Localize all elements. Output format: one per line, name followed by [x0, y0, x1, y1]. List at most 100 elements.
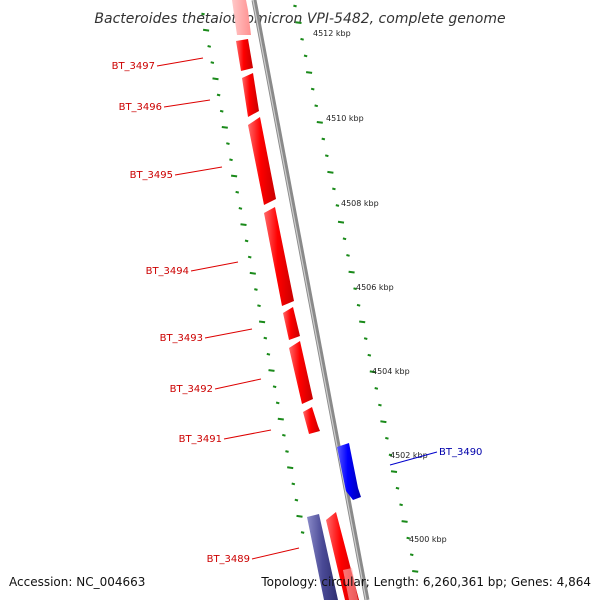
- gene-label-bt3490[interactable]: BT_3490: [439, 447, 482, 458]
- gc-dash: [210, 61, 215, 64]
- gene-label-bt3493[interactable]: BT_3493: [160, 333, 203, 344]
- gc-dash: [406, 536, 411, 540]
- tick-label: 4512 kbp: [313, 29, 351, 38]
- gc-dash: [335, 204, 340, 207]
- gene-label-bt3492[interactable]: BT_3492: [170, 384, 213, 395]
- gc-dash: [367, 353, 372, 357]
- gene-label-bt3495[interactable]: BT_3495: [130, 170, 173, 181]
- gc-track-right: [293, 4, 419, 573]
- gc-dash: [254, 288, 258, 291]
- gc-dash: [272, 385, 277, 389]
- topology-text: Topology: circular; Length: 6,260,361 bp…: [260, 575, 591, 589]
- gc-dash: [207, 45, 212, 48]
- gc-dash: [342, 237, 347, 241]
- gc-dash: [412, 570, 419, 573]
- gc-dash: [291, 482, 296, 486]
- tick-label: 4504 kbp: [372, 367, 410, 376]
- gc-dash: [295, 21, 302, 24]
- gc-dash: [395, 486, 400, 490]
- gc-dash: [226, 142, 230, 145]
- gene-feature-bt3492: [289, 341, 313, 404]
- gc-dash: [314, 104, 319, 108]
- gc-dash: [258, 320, 266, 324]
- gc-dash: [363, 337, 368, 340]
- gc-dash: [385, 436, 389, 440]
- gc-dash: [401, 520, 408, 523]
- gc-dash: [399, 503, 403, 507]
- gene-feature-bt3494: [264, 207, 294, 306]
- gc-dash: [305, 71, 313, 74]
- gene-label-bt3494[interactable]: BT_3494: [146, 266, 189, 277]
- tick-label: 4506 kbp: [356, 283, 394, 292]
- genome-backbone-highlight: [252, 0, 367, 600]
- gene-feature-reverse-partial: [307, 514, 338, 600]
- gc-dash: [327, 170, 334, 174]
- gc-dash: [324, 154, 329, 158]
- gc-dash: [201, 12, 205, 16]
- genome-backbone: [251, 0, 370, 600]
- gc-dash: [216, 93, 221, 97]
- gc-dash: [263, 336, 268, 340]
- gene-feature-bt3490: [337, 443, 361, 500]
- gc-dash: [390, 470, 398, 473]
- gc-dash: [212, 77, 219, 81]
- tick-label: 4500 kbp: [409, 535, 447, 544]
- gc-dash: [388, 453, 393, 457]
- gene-label-bt3496[interactable]: BT_3496: [119, 102, 162, 113]
- gc-dash: [348, 270, 355, 274]
- gc-dash: [235, 190, 240, 194]
- gc-dash: [247, 255, 252, 259]
- gc-dash: [409, 553, 414, 557]
- gc-dash: [332, 187, 336, 191]
- tick-label: 4510 kbp: [326, 114, 364, 123]
- gene-feature-bt3497: [236, 39, 253, 71]
- accession-text: Accession: NC_004663: [9, 575, 145, 589]
- gc-dash: [293, 4, 297, 8]
- gc-dash: [287, 466, 294, 470]
- gc-dash: [275, 401, 280, 405]
- gc-dash: [369, 370, 376, 374]
- gene-feature-bt3491: [303, 407, 320, 434]
- gc-dash: [303, 54, 308, 58]
- gene-feature-bt3496: [242, 73, 259, 117]
- gc-track-left: [201, 12, 305, 534]
- scale-ticks: 4512 kbp 4510 kbp 4508 kbp 4506 kbp 4504…: [313, 29, 447, 544]
- gc-dash: [219, 109, 224, 113]
- gc-dash: [282, 433, 286, 437]
- gc-dash: [238, 207, 243, 210]
- gene-label-bt3497[interactable]: BT_3497: [112, 61, 155, 72]
- gc-dash: [268, 369, 275, 372]
- gc-dash: [229, 158, 233, 162]
- gene-label-bt3491[interactable]: BT_3491: [179, 434, 222, 445]
- gc-dash: [346, 254, 350, 257]
- gc-dash: [285, 450, 289, 453]
- gc-dash: [310, 87, 315, 91]
- gc-dash: [356, 303, 361, 307]
- gene-feature-bt3495: [248, 117, 276, 205]
- gc-dash: [257, 304, 261, 308]
- gc-dash: [300, 531, 305, 534]
- tick-label: 4508 kbp: [341, 199, 379, 208]
- gene-feature-bottom-partial: [343, 568, 358, 600]
- gene-label-bt3489[interactable]: BT_3489: [207, 554, 250, 565]
- gc-dash: [266, 352, 271, 356]
- gc-dash: [249, 271, 256, 275]
- gc-dash: [202, 28, 210, 32]
- gc-dash: [296, 514, 303, 518]
- tick-label: 4502 kbp: [390, 451, 428, 460]
- gc-dash: [321, 137, 326, 141]
- gc-dash: [380, 420, 387, 424]
- gc-dash: [294, 498, 299, 502]
- gc-dash: [374, 387, 379, 390]
- gc-dash: [277, 417, 284, 421]
- gc-dash: [359, 320, 366, 324]
- gc-dash: [337, 220, 345, 224]
- gene-labels: BT_3497 BT_3496 BT_3495 BT_3494 BT_3493 …: [112, 57, 482, 565]
- gc-dash: [316, 121, 323, 124]
- map-title: Bacteroides thetaiotaomicron VPI-5482, c…: [94, 11, 505, 27]
- gc-dash: [244, 239, 249, 243]
- gc-dash: [240, 223, 247, 226]
- gc-dash: [221, 126, 228, 129]
